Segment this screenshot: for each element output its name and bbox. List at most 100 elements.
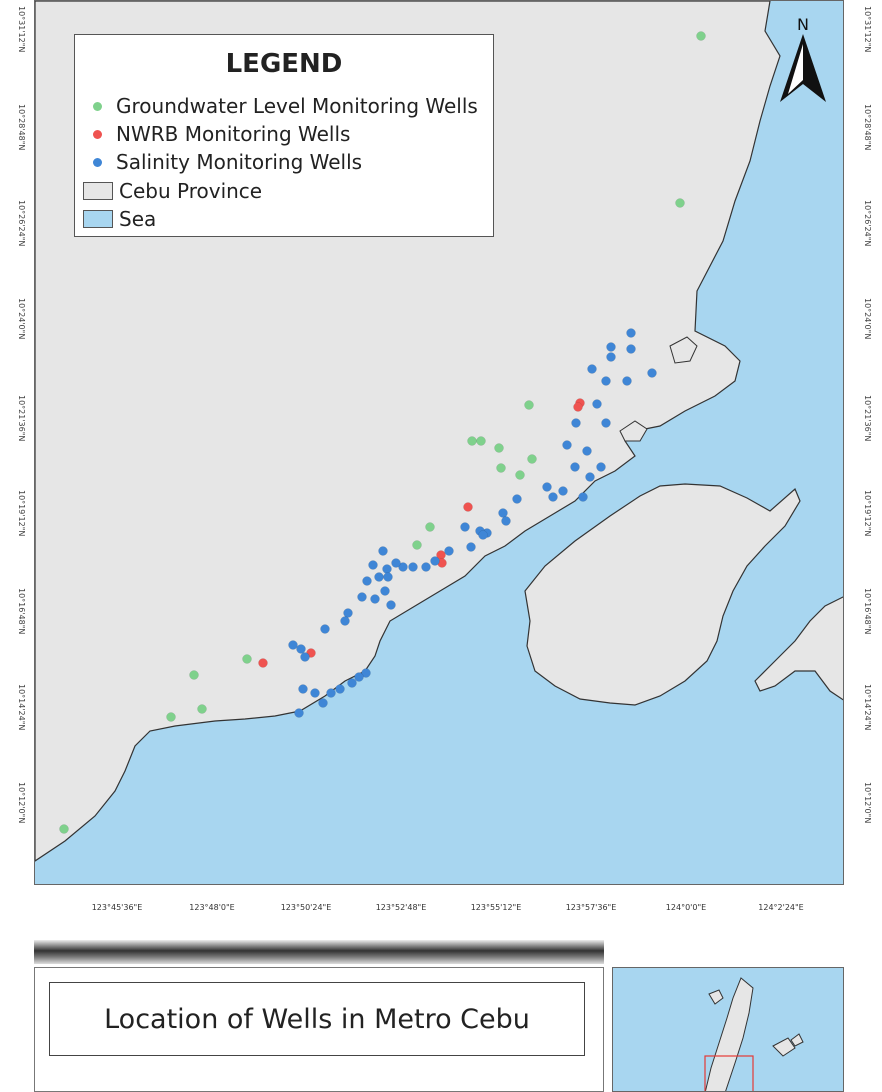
well-marker xyxy=(596,462,606,472)
well-marker xyxy=(294,708,304,718)
legend-label: NWRB Monitoring Wells xyxy=(116,122,351,146)
legend-item-sea: Sea xyxy=(83,205,156,233)
well-marker xyxy=(548,492,558,502)
small-island xyxy=(669,336,698,364)
lat-label: 10°31'12"N xyxy=(17,6,26,53)
well-marker xyxy=(626,344,636,354)
well-marker xyxy=(527,454,537,464)
olango-island xyxy=(754,596,843,701)
well-marker xyxy=(587,364,597,374)
well-marker xyxy=(335,684,345,694)
well-marker xyxy=(606,352,616,362)
lat-label: 10°16'48"N xyxy=(17,588,26,635)
lon-label: 123°50'24"E xyxy=(280,903,332,912)
well-marker xyxy=(408,562,418,572)
lon-label: 124°0'0"E xyxy=(665,903,707,912)
legend-label: Salinity Monitoring Wells xyxy=(116,150,363,174)
well-marker xyxy=(606,342,616,352)
well-marker xyxy=(601,376,611,386)
lat-label: 10°26'24"N xyxy=(17,200,26,247)
lat-label: 10°28'48"N xyxy=(17,104,26,151)
lon-label: 123°57'36"E xyxy=(565,903,617,912)
well-marker xyxy=(601,418,611,428)
legend-title: LEGEND xyxy=(225,49,343,79)
well-marker xyxy=(696,31,706,41)
north-arrow-icon: N xyxy=(780,15,826,102)
well-marker xyxy=(460,522,470,532)
well-marker xyxy=(370,594,380,604)
well-marker xyxy=(378,546,388,556)
lon-label: 123°48'0"E xyxy=(189,903,235,912)
well-marker xyxy=(296,644,306,654)
well-marker xyxy=(361,668,371,678)
well-marker xyxy=(494,443,504,453)
well-marker xyxy=(326,688,336,698)
lat-label: 10°19'12"N xyxy=(17,490,26,537)
well-marker xyxy=(498,508,508,518)
lat-label: 10°14'24"N xyxy=(863,684,872,731)
legend: LEGEND Groundwater Level Monitoring Well… xyxy=(74,34,494,237)
well-marker xyxy=(258,658,268,668)
well-marker xyxy=(380,586,390,596)
lat-label: 10°12'0"N xyxy=(863,782,872,824)
well-marker xyxy=(582,446,592,456)
green-dot-icon xyxy=(93,101,102,111)
well-marker xyxy=(542,482,552,492)
well-marker xyxy=(476,436,486,446)
well-marker xyxy=(622,376,632,386)
lat-label: 10°28'48"N xyxy=(863,104,872,151)
well-marker xyxy=(357,592,367,602)
legend-label: Sea xyxy=(119,207,157,231)
well-marker xyxy=(515,470,525,480)
land-swatch-icon xyxy=(83,182,113,200)
well-marker xyxy=(398,562,408,572)
well-marker xyxy=(298,684,308,694)
title-box: Location of Wells in Metro Cebu xyxy=(49,982,585,1056)
well-marker xyxy=(573,402,583,412)
well-marker xyxy=(368,560,378,570)
lat-label: 10°26'24"N xyxy=(863,200,872,247)
well-marker xyxy=(592,399,602,409)
well-marker xyxy=(374,572,384,582)
lat-label: 10°14'24"N xyxy=(17,684,26,731)
well-marker xyxy=(444,546,454,556)
mactan-island xyxy=(524,483,801,706)
inset-map-canvas xyxy=(704,977,804,1091)
well-marker xyxy=(466,542,476,552)
legend-label: Groundwater Level Monitoring Wells xyxy=(116,94,478,118)
well-marker xyxy=(570,462,580,472)
well-marker xyxy=(318,698,328,708)
well-marker xyxy=(300,652,310,662)
well-marker xyxy=(340,616,350,626)
well-marker xyxy=(425,522,435,532)
title-block: Location of Wells in Metro Cebu xyxy=(34,967,604,1092)
groundwater-wells xyxy=(59,31,706,834)
well-marker xyxy=(347,678,357,688)
legend-item-salinity: Salinity Monitoring Wells xyxy=(89,148,362,176)
well-marker xyxy=(343,608,353,618)
lat-label: 10°19'12"N xyxy=(863,490,872,537)
well-marker xyxy=(197,704,207,714)
well-marker xyxy=(310,688,320,698)
well-marker xyxy=(571,418,581,428)
well-marker xyxy=(585,472,595,482)
well-marker xyxy=(288,640,298,650)
well-marker xyxy=(242,654,252,664)
well-marker xyxy=(362,576,372,586)
legend-item-cebu-province: Cebu Province xyxy=(83,177,262,205)
nwrb-wells xyxy=(258,398,585,668)
well-marker xyxy=(463,502,473,512)
inset-map xyxy=(612,967,844,1092)
well-marker xyxy=(320,624,330,634)
well-marker xyxy=(501,516,511,526)
salinity-wells xyxy=(288,328,657,718)
legend-item-groundwater: Groundwater Level Monitoring Wells xyxy=(89,92,478,120)
lat-label: 10°31'12"N xyxy=(863,6,872,53)
lon-label: 123°55'12"E xyxy=(470,903,522,912)
well-marker xyxy=(512,494,522,504)
lon-label: 123°52'48"E xyxy=(375,903,427,912)
well-marker xyxy=(59,824,69,834)
lon-label: 124°2'24"E xyxy=(758,903,804,912)
legend-label: Cebu Province xyxy=(119,179,263,203)
blue-dot-icon xyxy=(93,157,102,167)
